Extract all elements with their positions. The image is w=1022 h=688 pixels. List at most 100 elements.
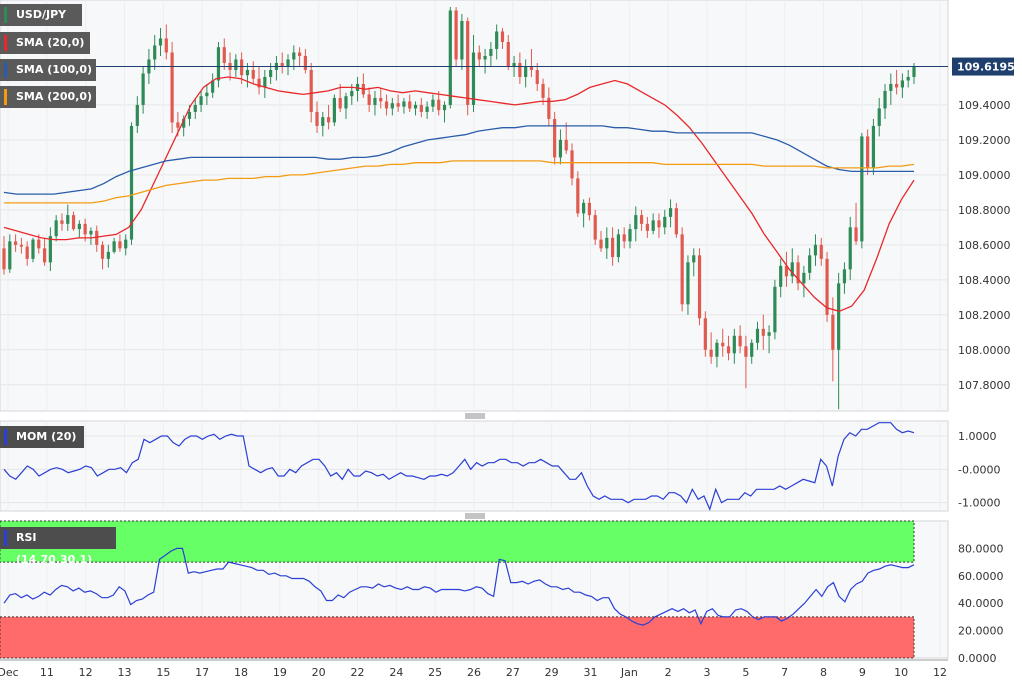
candle-body [66,215,70,224]
candle-body [912,66,916,77]
legend-sma100[interactable]: SMA (100,0) [0,59,96,81]
candle-body [2,248,6,270]
candle-body [680,234,684,305]
candle-body [593,215,597,240]
candle-body [211,80,215,93]
x-tick-label: 20 [312,666,326,679]
candle-body [483,55,487,60]
candle-body [697,255,702,319]
candle-body [164,38,168,53]
candle-body [298,52,302,56]
last-price-tag [952,57,1014,76]
legend-symbol[interactable]: USD/JPY [0,4,82,26]
candle-body [95,230,99,245]
rsi-label: RSI (14,70,30,1) [16,531,93,566]
candle-body [263,76,267,88]
candle-body [199,96,203,105]
candle-body [19,244,23,247]
candle-body [825,258,829,315]
candle-body [408,101,412,109]
candle-body [616,234,620,258]
sma200-swatch [4,89,7,105]
candle-body [790,262,794,277]
candle-body [796,262,800,284]
x-tick-label: 2 [665,666,672,679]
candle-body [668,208,673,217]
sma200-label: SMA (200,0) [16,90,93,103]
mom-title[interactable]: MOM (20) [0,426,84,448]
candle-body [153,45,157,60]
candle-body [350,90,354,97]
candle-body [587,202,592,216]
x-tick-label: 19 [273,666,287,679]
candle-body [605,237,609,249]
candle-body [622,234,626,242]
candle-body [124,239,128,249]
sma100-swatch [4,62,7,78]
candle-body [170,52,174,123]
candle-body [118,241,122,249]
x-tick-label: 29 [545,666,559,679]
candle-body [141,73,145,105]
x-tick-label: 12 [79,666,93,679]
candle-body [402,101,406,107]
candle-body [431,99,435,107]
mom-tick-label: -1.0000 [958,497,1000,510]
candle-body [315,111,319,126]
candle-body [576,178,580,214]
candle-body [25,246,29,259]
x-tick-label: Dec [0,666,19,679]
rsi-swatch [4,530,7,546]
candle-body [808,255,812,273]
candle-body [900,80,905,88]
candle-body [784,265,789,277]
candle-body [158,38,163,46]
candle-body [738,335,742,347]
candle-body [251,69,255,79]
sma200-line [4,160,915,204]
symbol-swatch [4,7,7,23]
candle-body [813,244,818,256]
candle-body [564,139,568,151]
x-tick-label: 10 [894,666,908,679]
candle-body [303,55,308,70]
x-tick-label: 18 [234,666,248,679]
candle-body [599,239,603,249]
candle-body [495,31,499,49]
x-tick-label: 11 [40,666,54,679]
candle-body [500,31,505,42]
candle-body [709,349,713,357]
legend-sma20[interactable]: SMA (20,0) [0,32,90,54]
candle-body [686,262,690,305]
rsi-oversold-zone [0,616,915,659]
candle-body [848,227,852,270]
candle-body [883,90,887,109]
candle-body [222,47,226,63]
candle-body [889,83,893,91]
price-tick-label: 108.0000 [958,344,1011,357]
candle-body [37,239,41,249]
symbol-label: USD/JPY [16,8,67,21]
candle-body [338,97,342,109]
candle-body [663,216,667,228]
candle-body [182,118,186,128]
candle-body [396,103,400,107]
rsi-tick-label: 60.0000 [958,570,1004,583]
candle-body [460,20,464,60]
candle-body [837,283,841,350]
candle-body [750,342,754,357]
candle-body [895,83,899,88]
mom-line [3,422,915,512]
candle-body [135,104,139,126]
candle-body [292,52,296,60]
legend-sma200[interactable]: SMA (200,0) [0,86,96,108]
rsi-title[interactable]: RSI (14,70,30,1) [0,527,116,566]
candle-body [866,136,870,168]
sma100-label: SMA (100,0) [16,63,93,76]
x-tick-label: 15 [156,666,170,679]
candle-body [744,346,748,357]
candle-body [193,104,197,112]
candle-body [245,69,250,76]
candle-body [802,272,806,284]
candle-body [877,108,881,126]
